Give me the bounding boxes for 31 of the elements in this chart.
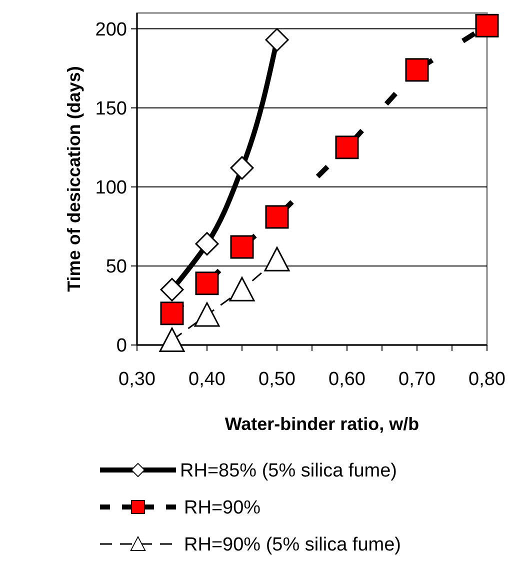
y-tick-label: 0 xyxy=(116,336,127,357)
point xyxy=(335,136,359,160)
point xyxy=(159,328,185,352)
y-tick-label: 100 xyxy=(95,178,127,199)
point xyxy=(194,302,220,327)
x-tick-label: 0,60 xyxy=(328,369,366,390)
legend-label: RH=85% (5% silica fume) xyxy=(180,460,397,482)
x-tick-label: 0,80 xyxy=(468,369,506,390)
point xyxy=(405,58,429,82)
y-tick-label: 200 xyxy=(95,19,127,40)
x-tick-label: 0,30 xyxy=(118,369,156,390)
legend-label: RH=90% xyxy=(184,498,261,519)
point xyxy=(230,156,254,180)
point xyxy=(475,14,499,38)
point xyxy=(264,246,290,272)
point xyxy=(265,28,289,52)
point xyxy=(160,302,184,326)
legend-label: RH=90% (5% silica fume) xyxy=(184,534,401,556)
x-tick-label: 0,70 xyxy=(398,369,436,390)
point xyxy=(160,278,184,302)
y-tick-label: 50 xyxy=(106,256,127,278)
point xyxy=(265,205,289,229)
point xyxy=(230,235,254,259)
point xyxy=(195,272,219,296)
x-tick-label: 0,40 xyxy=(188,369,226,390)
x-tick-label: 0,50 xyxy=(258,369,296,390)
point xyxy=(229,276,255,302)
x-axis-title: Water-binder ratio, w/b xyxy=(224,414,420,434)
y-tick-label: 150 xyxy=(95,98,127,120)
point xyxy=(195,232,219,256)
y-axis-title: Time of desiccation (days) xyxy=(64,66,84,292)
